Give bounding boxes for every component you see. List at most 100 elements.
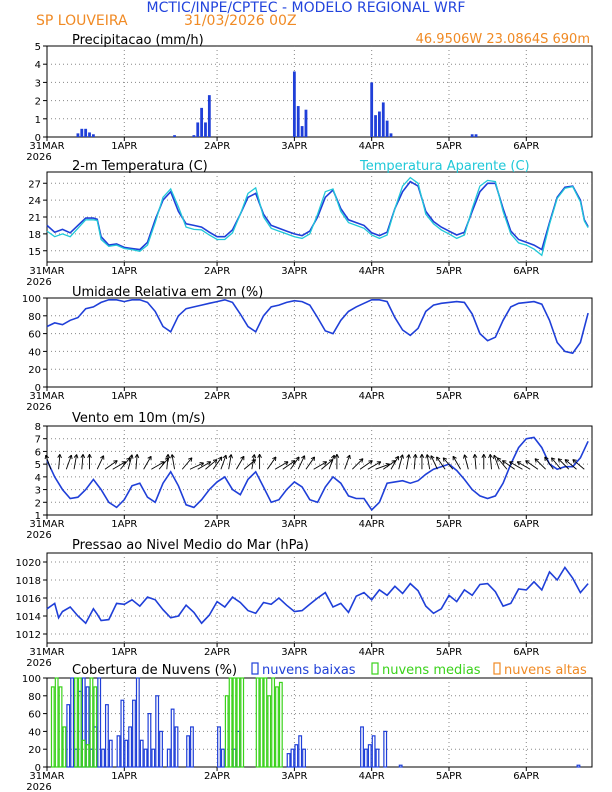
- wind-arrow-head: [128, 454, 134, 459]
- cloud-bar: [186, 735, 191, 768]
- y-tick-label: 4: [35, 473, 41, 484]
- wind-arrow-head: [394, 455, 399, 461]
- cloud-bar: [576, 764, 581, 768]
- precip-bar: [296, 106, 300, 137]
- wind-arrow-head: [452, 455, 457, 461]
- cloud-bar: [159, 730, 163, 768]
- wind-arrow: [426, 454, 431, 470]
- wind-arrow: [104, 460, 118, 470]
- wind-arrow-head: [525, 460, 530, 465]
- cloud-bar: [104, 704, 109, 768]
- wind-arrow-head: [358, 458, 364, 463]
- precip-bar: [304, 109, 308, 137]
- wind-arrow-head: [516, 461, 522, 466]
- cloud-bar: [70, 677, 75, 768]
- x-tick-label: 31MAR: [29, 647, 64, 658]
- wind-arrow: [96, 455, 104, 470]
- x-tick-label: 1APR: [111, 391, 137, 402]
- x-tick-label: 3APR: [281, 771, 307, 782]
- cloud-bar: [271, 677, 276, 768]
- station-coords: 46.9506W 23.0864S 690m: [416, 32, 590, 47]
- wind-arrow-head: [564, 459, 570, 464]
- station-name: SP LOUVEIRA: [36, 13, 128, 29]
- cloud-bar: [101, 748, 105, 768]
- wind-arrow: [367, 461, 382, 470]
- x-tick-label: 5APR: [436, 266, 462, 277]
- x-tick-label: 3APR: [281, 266, 307, 277]
- wind-arrow-head: [399, 454, 405, 459]
- cloud-bar: [116, 735, 121, 768]
- cloud-bar: [139, 739, 144, 768]
- wind-arrow-head: [572, 459, 577, 464]
- cloud-bar: [290, 748, 295, 768]
- wind-arrow: [474, 454, 477, 470]
- wind-arrow: [344, 454, 351, 470]
- cloud-bar: [255, 677, 260, 768]
- run-time: 31/03/2026 00Z: [184, 13, 297, 29]
- cloud-bar: [143, 748, 148, 768]
- series-line: [46, 180, 589, 251]
- x-tick-label: 3APR: [281, 391, 307, 402]
- wind-arrow-head: [425, 454, 430, 459]
- cloud-bar: [132, 699, 136, 768]
- wind-arrow: [463, 454, 469, 470]
- panel-1: 0 1 2 3 4 5 31MAR 1APR 2APR 3APR 4APR 5APR 6APR 2026 P…: [26, 33, 593, 163]
- y-tick-label: 7: [35, 435, 41, 446]
- cloud-bar: [278, 681, 283, 768]
- year-label: 2026: [26, 530, 51, 541]
- precip-bar: [378, 111, 381, 137]
- precip-bar: [91, 134, 95, 137]
- wind-arrow: [352, 458, 364, 470]
- precip-bar: [192, 135, 196, 137]
- x-tick-label: 3APR: [281, 141, 307, 152]
- x-tick-label: 1APR: [111, 141, 137, 152]
- x-tick-label: 6APR: [513, 266, 539, 277]
- legend-swatch: [493, 662, 501, 675]
- wind-arrow: [359, 460, 373, 470]
- wind-arrow-head: [134, 454, 140, 459]
- wind-arrow: [73, 454, 78, 470]
- wind-arrow-head: [430, 455, 435, 460]
- wind-arrow-head: [240, 455, 245, 461]
- chart-main-title: MCTIC/INPE/CPTEC - MODELO REGIONAL WRF: [147, 0, 466, 16]
- wind-arrow-head: [442, 457, 448, 462]
- wind-arrow: [228, 454, 232, 470]
- y-tick-label: 60: [28, 710, 41, 721]
- wind-arrow-head: [419, 454, 425, 458]
- y-tick-label: 0: [35, 133, 41, 144]
- wind-arrow: [127, 454, 133, 470]
- wind-arrow: [572, 459, 585, 470]
- cloud-bar: [147, 712, 152, 768]
- wind-arrow-head: [481, 454, 487, 458]
- cloud-bar: [360, 726, 364, 768]
- x-tick-label: 6APR: [513, 391, 539, 402]
- wind-arrow: [328, 454, 335, 470]
- x-tick-label: 5APR: [436, 519, 462, 530]
- y-tick-label: 5: [35, 42, 41, 53]
- x-tick-label: 3APR: [281, 647, 307, 658]
- y-tick-label: 2: [35, 97, 41, 108]
- wind-arrow: [452, 456, 461, 470]
- wind-arrow: [489, 454, 492, 470]
- wind-arrow-head: [295, 456, 300, 461]
- y-tick-label: 100: [22, 674, 41, 685]
- wind-arrow-head: [334, 454, 340, 458]
- cloud-bar: [89, 677, 94, 768]
- wind-arrow-head: [165, 454, 171, 459]
- wind-arrow-head: [113, 460, 118, 465]
- y-tick-label: 1: [35, 115, 41, 126]
- cloud-bar: [398, 764, 403, 768]
- x-tick-label: 2APR: [204, 391, 230, 402]
- wind-arrow-head: [463, 454, 468, 459]
- cloud-bar: [383, 730, 388, 768]
- wind-arrow: [205, 459, 218, 470]
- precip-bar: [385, 120, 389, 137]
- wind-arrow: [413, 454, 416, 470]
- plot-frame: [46, 297, 593, 388]
- precip-bar: [207, 95, 211, 137]
- cloud-bar: [371, 735, 376, 768]
- series-line: [46, 176, 589, 257]
- wind-arrow-head: [147, 455, 152, 461]
- wind-arrow: [143, 456, 152, 470]
